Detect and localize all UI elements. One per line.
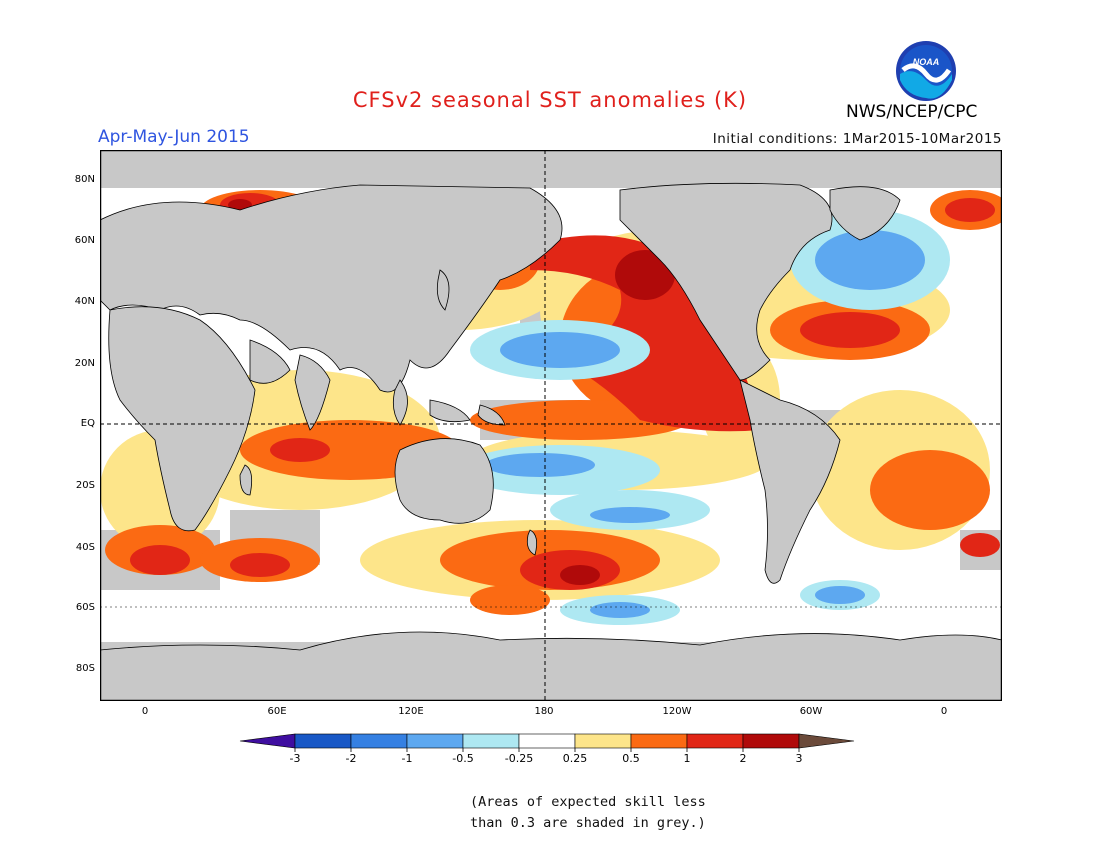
anomaly-light-blue: [100, 210, 950, 625]
colorbar-tick-label: -3: [290, 752, 301, 765]
season-label: Apr-May-Jun 2015: [98, 127, 250, 147]
colorbar-segment: [630, 733, 688, 749]
lon-label: 0: [141, 706, 149, 717]
colorbar-segment: [686, 733, 744, 749]
lon-label: 120W: [662, 706, 692, 717]
lat-label: 80N: [74, 174, 95, 185]
lon-label: 60W: [799, 706, 823, 717]
lon-label: 180: [534, 706, 554, 717]
colorbar-tick-label: 0.5: [622, 752, 640, 765]
lat-label: 40S: [75, 542, 95, 553]
colorbar-segment: [294, 733, 352, 749]
lon-label: 60E: [267, 706, 287, 717]
colorbar-arrow-high: [798, 733, 855, 749]
colorbar-tick-label: -0.5: [452, 752, 473, 765]
colorbar-segment: [742, 733, 800, 749]
skill-note-line-1: (Areas of expected skill less: [470, 794, 706, 810]
colorbar-tick-label: -2: [346, 752, 357, 765]
colorbar-legend: -3 -2 -1 -0.5 -0.25 0.25 0.5 1 2 3: [239, 733, 855, 765]
initial-conditions: Initial conditions: 1Mar2015-10Mar2015: [712, 131, 1002, 147]
colorbar-tick-label: -0.25: [505, 752, 533, 765]
colorbar-segment: [406, 733, 464, 749]
colorbar-segment: [518, 733, 576, 749]
lat-label: 80S: [75, 663, 95, 674]
colorbar-tick-label: 1: [684, 752, 691, 765]
skill-note-line-2: than 0.3 are shaded in grey.): [470, 815, 706, 831]
colorbar-arrow-low: [239, 733, 296, 749]
continents: [100, 182, 1002, 701]
sst-anomaly-map: [100, 150, 1002, 701]
lat-label: 60N: [74, 235, 95, 246]
colorbar-segment: [462, 733, 520, 749]
colorbar-tick-label: 2: [740, 752, 747, 765]
lon-label: 0: [940, 706, 948, 717]
noaa-logo-icon: NOAA: [896, 41, 956, 101]
colorbar-tick-label: 3: [796, 752, 803, 765]
colorbar-segment: [350, 733, 408, 749]
lat-label: 20S: [75, 480, 95, 491]
skill-note: (Areas of expected skill less than 0.3 a…: [470, 792, 730, 834]
map-title: CFSv2 seasonal SST anomalies (K): [352, 88, 748, 112]
lat-label: EQ: [80, 418, 95, 429]
colorbar-tick-label: 0.25: [563, 752, 588, 765]
lat-label: 60S: [75, 602, 95, 613]
anomaly-blue: [485, 230, 925, 618]
lon-label: 120E: [398, 706, 424, 717]
lat-label: 20N: [74, 358, 95, 369]
colorbar-tick-label: -1: [402, 752, 413, 765]
svg-text:NOAA: NOAA: [913, 57, 940, 67]
agency-label: NWS/NCEP/CPC: [846, 102, 978, 122]
colorbar-segment: [574, 733, 632, 749]
lat-label: 40N: [74, 296, 95, 307]
map-frame: [100, 150, 1002, 701]
